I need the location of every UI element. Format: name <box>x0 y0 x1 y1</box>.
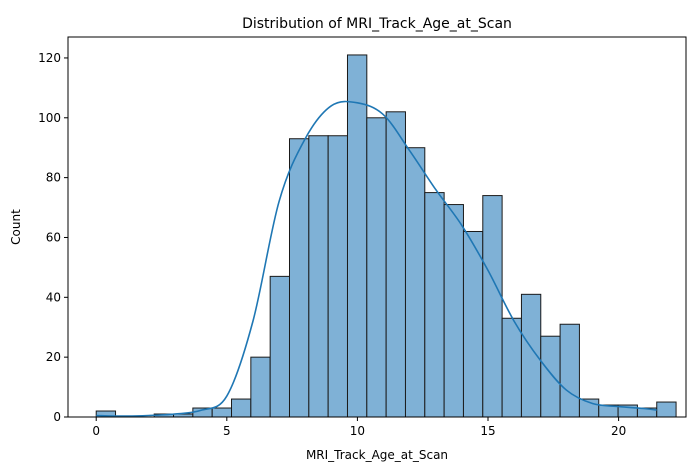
histogram-bar <box>501 317 522 418</box>
histogram-bar <box>540 335 561 418</box>
histogram-bar <box>559 323 580 418</box>
kde-line <box>96 100 657 417</box>
x-tick-label: 5 <box>223 424 231 438</box>
y-axis-ticks: 0 20 40 60 80 100 120 <box>38 51 68 424</box>
y-tick-label: 100 <box>38 111 61 125</box>
histogram-bar <box>482 195 503 418</box>
y-tick-label: 80 <box>46 171 61 185</box>
histogram-bar <box>424 192 445 418</box>
bars-layer <box>95 54 677 418</box>
histogram-bar <box>211 407 233 418</box>
y-axis-label: Count <box>9 209 23 245</box>
histogram-bar <box>404 147 426 418</box>
histogram-bar <box>288 138 310 418</box>
histogram-bar <box>366 117 387 418</box>
histogram-bar <box>346 54 368 418</box>
x-tick-label: 15 <box>480 424 495 438</box>
x-axis-ticks: 0 5 10 15 20 <box>92 417 626 438</box>
histogram-bar <box>231 398 252 418</box>
y-tick-label: 120 <box>38 51 61 65</box>
histogram-bar <box>462 230 484 418</box>
y-tick-label: 60 <box>46 230 61 244</box>
y-tick-label: 0 <box>53 410 61 424</box>
histogram-bar <box>327 135 348 418</box>
histogram-bar <box>250 356 271 418</box>
plot-frame <box>67 36 687 418</box>
x-tick-label: 0 <box>92 424 100 438</box>
histogram-bar <box>385 111 406 418</box>
x-axis-label: MRI_Track_Age_at_Scan <box>306 448 448 462</box>
x-tick-label: 10 <box>350 424 365 438</box>
histogram-bar <box>269 275 290 418</box>
y-tick-label: 40 <box>46 290 61 304</box>
x-tick-label: 20 <box>611 424 626 438</box>
histogram-bar <box>443 204 464 418</box>
y-tick-label: 20 <box>46 350 61 364</box>
histogram-bar <box>656 401 677 418</box>
histogram-bar <box>308 135 329 418</box>
chart-title: Distribution of MRI_Track_Age_at_Scan <box>242 16 512 32</box>
